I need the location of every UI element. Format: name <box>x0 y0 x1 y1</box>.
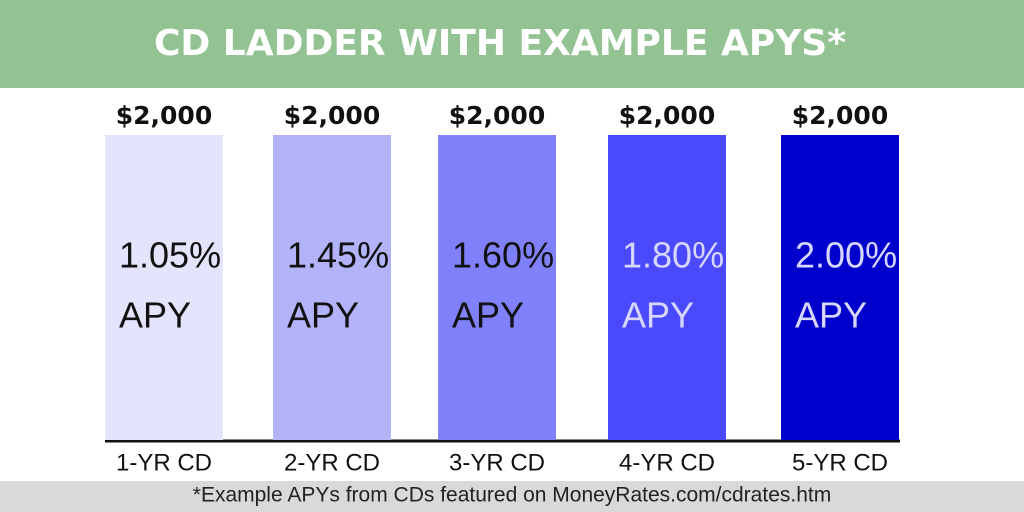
apy-rate: 1.80% <box>622 235 724 276</box>
x-tick-label: 4-YR CD <box>619 449 715 476</box>
value-label: $2,000 <box>792 101 888 130</box>
apy-rate: 1.45% <box>287 235 389 276</box>
apy-label: APY <box>452 295 524 336</box>
apy-rate: 2.00% <box>795 235 897 276</box>
x-tick-label: 3-YR CD <box>449 449 545 476</box>
bar <box>781 135 899 440</box>
bar <box>105 135 223 440</box>
apy-label: APY <box>287 295 359 336</box>
x-tick-label: 1-YR CD <box>116 449 212 476</box>
bar <box>438 135 556 440</box>
x-tick-label: 2-YR CD <box>284 449 380 476</box>
header-band <box>0 0 1024 88</box>
chart-title: CD LADDER WITH EXAMPLE APYS* <box>154 23 846 64</box>
footnote: *Example APYs from CDs featured on Money… <box>193 484 831 507</box>
value-label: $2,000 <box>284 101 380 130</box>
apy-label: APY <box>795 295 867 336</box>
x-tick-label: 5-YR CD <box>792 449 888 476</box>
value-label: $2,000 <box>619 101 715 130</box>
bar <box>273 135 391 440</box>
bar <box>608 135 726 440</box>
apy-label: APY <box>119 295 191 336</box>
value-label: $2,000 <box>449 101 545 130</box>
apy-rate: 1.60% <box>452 235 554 276</box>
apy-rate: 1.05% <box>119 235 221 276</box>
footer-band <box>0 481 1024 512</box>
value-label: $2,000 <box>116 101 212 130</box>
apy-label: APY <box>622 295 694 336</box>
